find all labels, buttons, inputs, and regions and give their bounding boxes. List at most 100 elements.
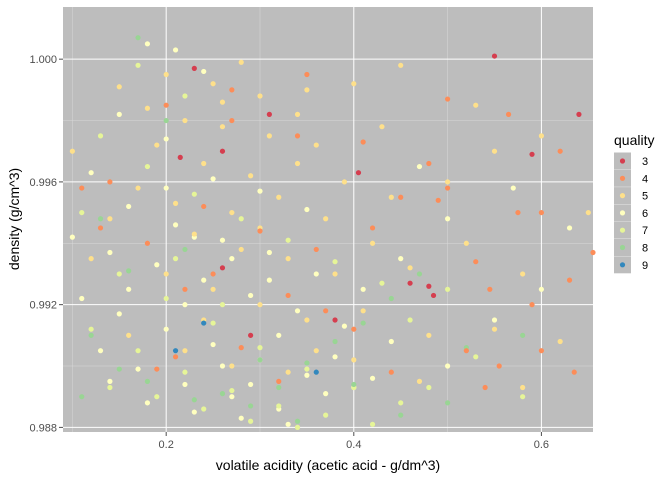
data-point [135,366,141,372]
data-point [304,366,310,372]
data-point [88,170,94,176]
legend-label: 9 [642,260,648,272]
data-point [398,62,404,68]
data-point [294,111,301,118]
data-point [154,366,160,372]
data-point [416,271,423,277]
data-point [463,240,469,246]
data-point [585,209,591,216]
data-point [351,357,357,363]
data-point [520,384,526,391]
data-point [285,256,291,262]
data-point [97,133,104,139]
data-point [445,286,451,292]
data-point [276,403,282,409]
data-point [388,295,394,302]
data-point [229,87,235,93]
data-point [304,87,310,93]
y-axis: 0.988 0.992 0.996 1.000 [29,54,63,434]
data-point [88,326,94,332]
legend: quality 3 4 5 6 7 8 9 [614,132,654,274]
data-point [144,163,151,170]
data-point [163,102,169,108]
y-tick-label: 0.988 [29,422,57,434]
data-point [426,283,432,289]
data-point [97,216,104,222]
data-point [520,271,526,277]
data-point [426,160,432,167]
x-tick-label: 0.6 [534,439,549,451]
data-point [276,332,282,338]
data-point [426,384,432,391]
data-point [323,308,329,314]
data-point [191,409,197,415]
data-point [210,271,216,277]
data-point [163,136,169,142]
data-point [285,237,291,243]
data-point [515,209,521,216]
data-point [266,249,272,256]
data-point [238,246,244,253]
data-point [116,366,122,372]
data-point [538,133,545,139]
data-point [285,292,291,299]
data-point [79,394,85,400]
data-point [219,363,226,369]
data-point [538,348,545,354]
data-point [276,384,282,391]
legend-key-point [619,227,626,233]
data-point [538,286,545,292]
data-point [294,424,301,430]
data-point [182,369,188,375]
data-point [172,354,179,360]
data-point [529,151,535,157]
data-point [210,341,216,348]
data-point [398,412,404,418]
data-point [398,194,404,200]
data-point [520,332,526,338]
data-point [294,133,301,139]
data-point [177,154,183,160]
data-point [445,216,451,222]
legend-label: 7 [642,225,648,237]
data-point [304,317,310,323]
data-point [144,41,151,47]
y-tick-label: 1.000 [29,54,57,66]
data-point [496,363,502,369]
data-point [238,415,244,421]
data-point [491,317,498,323]
data-point [201,203,207,210]
data-point [491,53,498,59]
data-point [323,216,329,222]
data-point [229,209,235,216]
data-point [144,378,151,384]
data-point [116,311,122,317]
data-point [172,222,179,228]
data-point [229,394,235,400]
data-point [360,139,366,145]
data-point [182,286,188,292]
data-point [341,179,348,185]
legend-key-point [619,262,626,268]
data-point [107,384,113,391]
data-point [182,302,188,308]
data-point [172,200,179,206]
data-point [163,185,169,191]
data-point [351,381,357,388]
data-point [219,302,226,308]
data-point [182,117,188,124]
data-point [407,265,413,271]
data-point [144,400,151,406]
data-point [538,209,545,216]
data-point [107,179,113,185]
data-point [505,111,512,118]
data-point [238,216,244,222]
data-point [229,387,235,394]
data-point [191,231,197,237]
data-point [257,93,263,99]
data-point [163,71,169,78]
data-point [294,418,301,424]
y-tick-label: 0.992 [29,300,57,312]
data-point [487,286,493,292]
data-point [248,292,254,299]
